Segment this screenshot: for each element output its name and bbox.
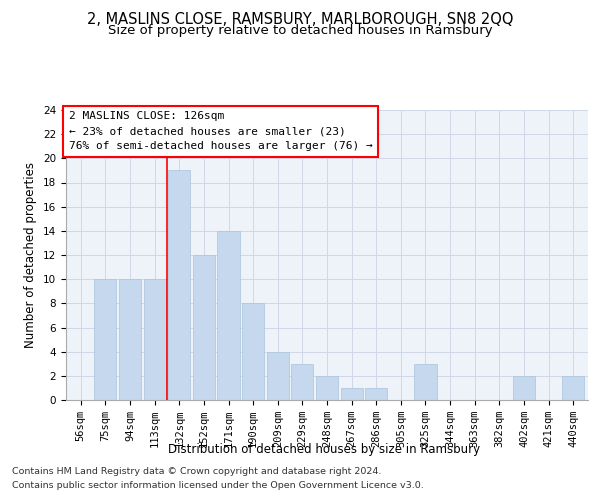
Bar [316, 376, 338, 400]
Bar [193, 255, 215, 400]
Text: Contains HM Land Registry data © Crown copyright and database right 2024.: Contains HM Land Registry data © Crown c… [12, 467, 382, 476]
Text: 2 MASLINS CLOSE: 126sqm
← 23% of detached houses are smaller (23)
76% of semi-de: 2 MASLINS CLOSE: 126sqm ← 23% of detache… [68, 112, 373, 151]
Text: Distribution of detached houses by size in Ramsbury: Distribution of detached houses by size … [168, 442, 480, 456]
Bar [242, 304, 264, 400]
Bar [168, 170, 190, 400]
Bar [365, 388, 388, 400]
Bar [94, 279, 116, 400]
Bar [266, 352, 289, 400]
Text: Size of property relative to detached houses in Ramsbury: Size of property relative to detached ho… [107, 24, 493, 37]
Bar [341, 388, 363, 400]
Bar [119, 279, 141, 400]
Y-axis label: Number of detached properties: Number of detached properties [25, 162, 37, 348]
Bar [513, 376, 535, 400]
Text: 2, MASLINS CLOSE, RAMSBURY, MARLBOROUGH, SN8 2QQ: 2, MASLINS CLOSE, RAMSBURY, MARLBOROUGH,… [87, 12, 513, 28]
Bar [562, 376, 584, 400]
Bar [291, 364, 313, 400]
Bar [217, 231, 239, 400]
Text: Contains public sector information licensed under the Open Government Licence v3: Contains public sector information licen… [12, 481, 424, 490]
Bar [415, 364, 437, 400]
Bar [143, 279, 166, 400]
